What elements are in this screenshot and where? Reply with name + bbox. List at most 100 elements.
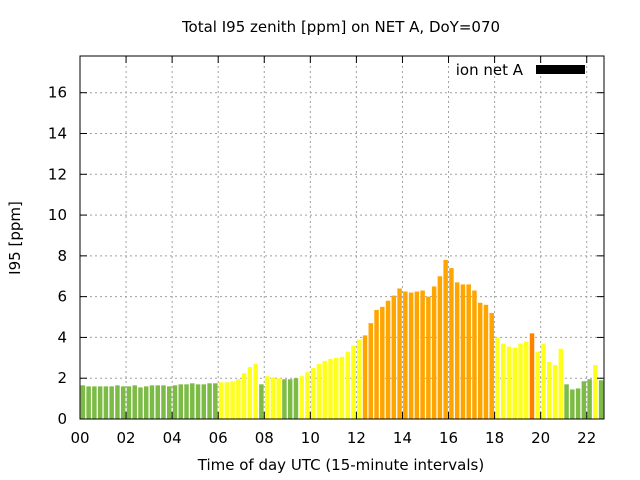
bar (213, 383, 218, 419)
bar (259, 384, 264, 419)
bar (339, 356, 345, 419)
legend: ion net A (456, 61, 585, 79)
x-tick-label: 22 (577, 429, 596, 447)
bar (454, 282, 460, 419)
bar (529, 333, 535, 419)
bar (408, 292, 414, 419)
bar (466, 284, 471, 419)
bar (477, 302, 483, 419)
bar (558, 348, 564, 419)
bar (253, 363, 258, 419)
bar (224, 382, 230, 419)
legend-label: ion net A (456, 61, 524, 79)
y-tick-label: 16 (48, 84, 67, 102)
bar (391, 295, 397, 419)
bar (207, 383, 212, 419)
y-tick-label: 4 (57, 328, 67, 346)
x-tick-label: 14 (393, 429, 412, 447)
chart-title: Total I95 zenith [ppm] on NET A, DoY=070 (181, 18, 500, 36)
bar (483, 304, 489, 419)
bar (172, 385, 178, 419)
bar (287, 379, 293, 419)
y-tick-label: 8 (57, 247, 67, 265)
x-tick-label: 20 (531, 429, 550, 447)
bar (357, 339, 362, 419)
bar (305, 372, 310, 419)
bar (449, 268, 454, 419)
bar (524, 341, 529, 419)
bar (126, 386, 132, 419)
bar (362, 335, 368, 419)
x-axis-label: Time of day UTC (15-minute intervals) (197, 456, 484, 474)
y-tick-label: 2 (57, 369, 67, 387)
bar (385, 300, 391, 419)
x-tick-label: 08 (255, 429, 274, 447)
bar (598, 380, 604, 419)
bar (115, 385, 120, 419)
bar (109, 386, 114, 419)
bar (420, 290, 425, 419)
y-tick-label: 12 (48, 165, 67, 183)
bar (120, 386, 126, 419)
bar (489, 312, 494, 419)
bar (518, 343, 523, 419)
bar (512, 347, 517, 419)
bar (241, 373, 247, 419)
plot-frame (79, 55, 605, 420)
bar (541, 343, 546, 419)
bar (103, 386, 109, 419)
bar (264, 376, 270, 419)
bar (581, 381, 587, 419)
grid-lines (80, 56, 604, 419)
bar (322, 360, 327, 419)
y-tick-label: 0 (57, 410, 67, 428)
y-axis-label: I95 [ppm] (6, 201, 24, 275)
bar (426, 296, 431, 419)
bar (167, 386, 172, 419)
bar (328, 358, 333, 419)
bar (345, 351, 351, 419)
bar (293, 378, 299, 419)
bar (397, 288, 402, 419)
bar (236, 379, 241, 419)
bar (593, 364, 598, 419)
bar (564, 384, 569, 419)
bar (575, 388, 581, 419)
bar (97, 386, 103, 419)
y-tick-label: 14 (48, 124, 67, 142)
bar (247, 366, 253, 419)
y-tick-labels: 0 2 4 6 8 10 12 14 16 (48, 84, 67, 428)
x-tick-labels: 00 02 04 06 08 10 12 14 16 18 20 22 (70, 429, 596, 447)
x-tick-label: 12 (347, 429, 366, 447)
bar (282, 379, 287, 419)
bar-series (80, 259, 604, 419)
bar (443, 259, 448, 419)
bar (316, 363, 322, 419)
bar (138, 387, 143, 419)
bar (380, 306, 385, 419)
y-tick-label: 6 (57, 288, 67, 306)
y-tick-label: 10 (48, 206, 67, 224)
bar (190, 383, 195, 419)
bar (437, 276, 443, 419)
bar (218, 382, 224, 419)
x-tick-label: 18 (485, 429, 504, 447)
bar (86, 386, 91, 419)
x-tick-label: 04 (163, 429, 182, 447)
bar (184, 384, 189, 419)
x-tick-label: 00 (70, 429, 89, 447)
bar (299, 376, 304, 419)
bar (414, 291, 420, 419)
x-tick-label: 16 (439, 429, 458, 447)
bar (351, 345, 356, 419)
bar (310, 368, 316, 419)
bar (132, 385, 137, 419)
bar (552, 364, 558, 419)
bar (143, 386, 149, 419)
bar (535, 351, 541, 419)
tick-marks (79, 56, 604, 420)
bar (195, 384, 201, 419)
bar (500, 343, 506, 419)
bar (276, 378, 281, 419)
